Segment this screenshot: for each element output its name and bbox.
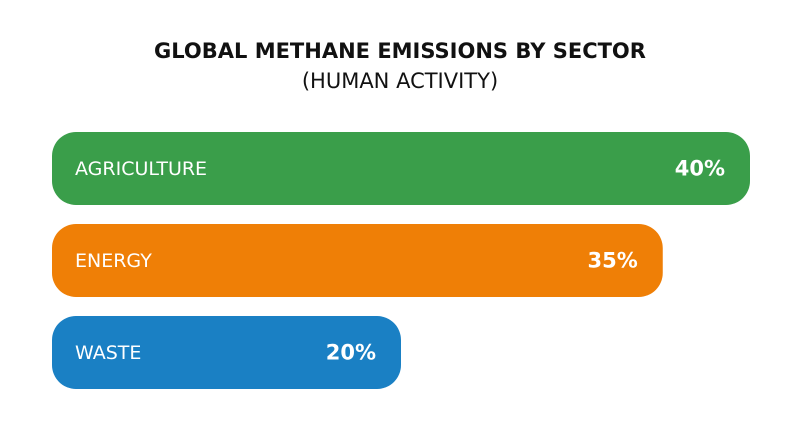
- bar: [52, 316, 401, 389]
- value-label: 35%: [587, 249, 637, 273]
- bar: [52, 132, 750, 205]
- value-label: 40%: [675, 157, 725, 181]
- value-label: 20%: [326, 341, 376, 365]
- category-label: ENERGY: [75, 250, 152, 272]
- category-label: AGRICULTURE: [75, 158, 207, 180]
- bar: [52, 224, 663, 297]
- chart-title: GLOBAL METHANE EMISSIONS BY SECTOR: [154, 39, 646, 63]
- category-label: WASTE: [75, 342, 141, 364]
- chart-subtitle: (HUMAN ACTIVITY): [302, 69, 498, 93]
